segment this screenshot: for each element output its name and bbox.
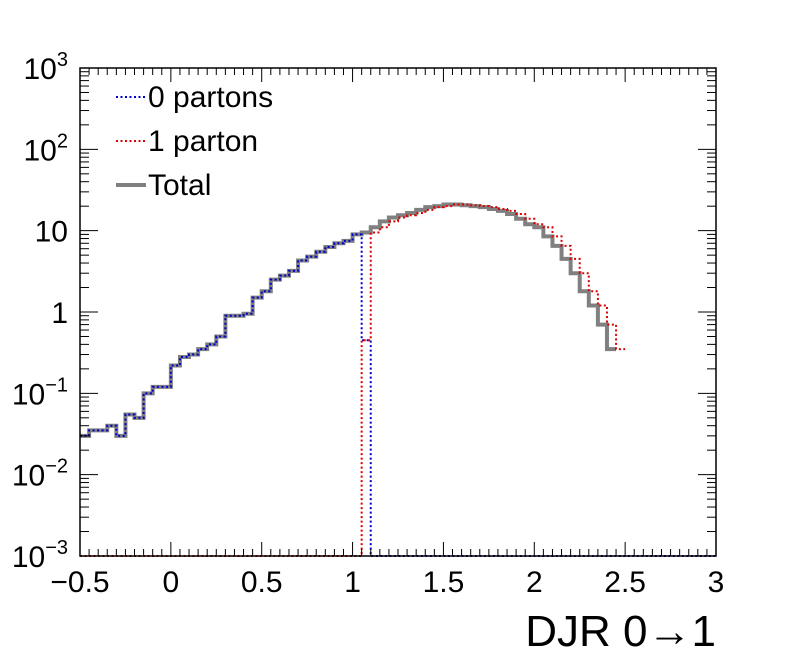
legend-label: 0 partons	[148, 81, 273, 114]
x-tick-label: 2.5	[604, 566, 646, 599]
x-axis-title: DJR 0→1	[525, 607, 716, 656]
x-tick-label: 0.5	[241, 566, 283, 599]
series-line-1-parton	[80, 203, 626, 557]
series-line-0-partons	[80, 233, 716, 557]
x-tick-label: −0.5	[50, 566, 109, 599]
legend-label: 1 parton	[148, 125, 258, 158]
y-tick-label: 102	[24, 130, 69, 167]
y-tick-label: 10	[35, 216, 68, 249]
y-tick-label: 10−1	[12, 374, 68, 411]
y-tick-label: 103	[24, 49, 69, 86]
x-tick-label: 1	[344, 566, 361, 599]
legend: 0 partons 1 parton Total	[116, 81, 273, 202]
y-tick-label: 10−2	[12, 456, 68, 493]
x-tick-label: 1.5	[423, 566, 465, 599]
series-line-total	[80, 202, 617, 438]
histogram-curves	[80, 202, 716, 557]
x-tick-label: 3	[708, 566, 725, 599]
y-tick-label: 10−3	[12, 537, 68, 574]
y-tick-labels: 10−3 10−2 10−1 1 10 102 103	[12, 49, 68, 574]
x-tick-label: 0	[163, 566, 180, 599]
x-tick-label: 2	[526, 566, 543, 599]
axis-ticks	[79, 67, 717, 557]
legend-label: Total	[148, 169, 211, 202]
y-tick-label: 1	[51, 297, 68, 330]
x-tick-labels: −0.5 0 0.5 1 1.5 2 2.5 3	[50, 566, 724, 599]
